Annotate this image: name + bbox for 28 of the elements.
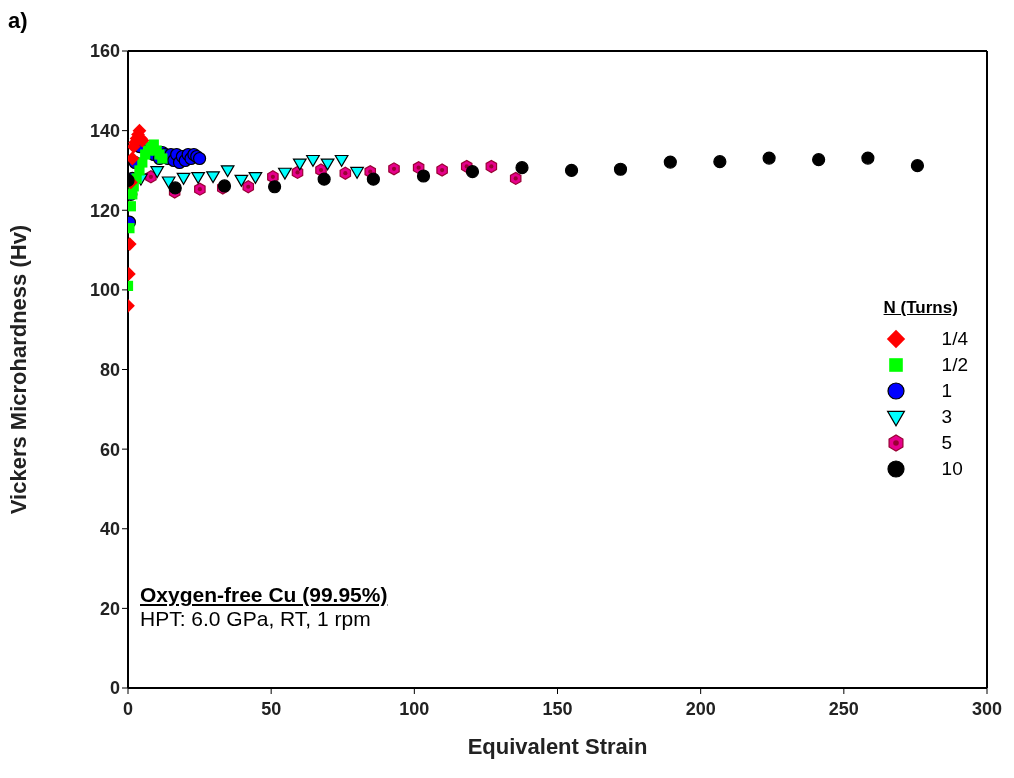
y-tick-label: 20 xyxy=(99,598,120,619)
annotation: HPT: 6.0 GPa, RT, 1 rpm xyxy=(140,607,372,631)
y-tick-label: 60 xyxy=(99,439,120,460)
x-tick-label: 100 xyxy=(399,698,430,719)
x-tick-label: 50 xyxy=(261,698,282,719)
x-tick-label: 300 xyxy=(971,698,1003,719)
x-axis-title: Equivalent Strain xyxy=(467,734,648,759)
legend-label: 1/2 xyxy=(941,354,968,376)
y-tick-label: 120 xyxy=(89,200,120,221)
legend-title: N (Turns) xyxy=(883,298,959,318)
y-tick-label: 0 xyxy=(109,678,120,699)
legend-label: 10 xyxy=(941,458,963,480)
legend-label: 3 xyxy=(941,406,953,428)
y-tick-label: 40 xyxy=(99,519,120,540)
y-axis-title: Vickers Microhardness (Hv) xyxy=(5,224,31,515)
x-tick-label: 200 xyxy=(685,698,716,719)
y-tick-label: 100 xyxy=(89,280,120,301)
chart-title: a) xyxy=(8,8,28,34)
y-tick-label: 140 xyxy=(89,121,120,142)
x-tick-label: 150 xyxy=(542,698,573,719)
y-tick-label: 80 xyxy=(99,359,120,380)
y-tick-label: 160 xyxy=(89,41,120,62)
legend-label: 1/4 xyxy=(941,328,968,350)
annotation: Oxygen-free Cu (99.95%) xyxy=(140,583,388,607)
x-tick-label: 0 xyxy=(122,698,134,719)
x-tick-label: 250 xyxy=(828,698,859,719)
legend-label: 1 xyxy=(941,380,953,402)
legend-label: 5 xyxy=(941,432,953,454)
